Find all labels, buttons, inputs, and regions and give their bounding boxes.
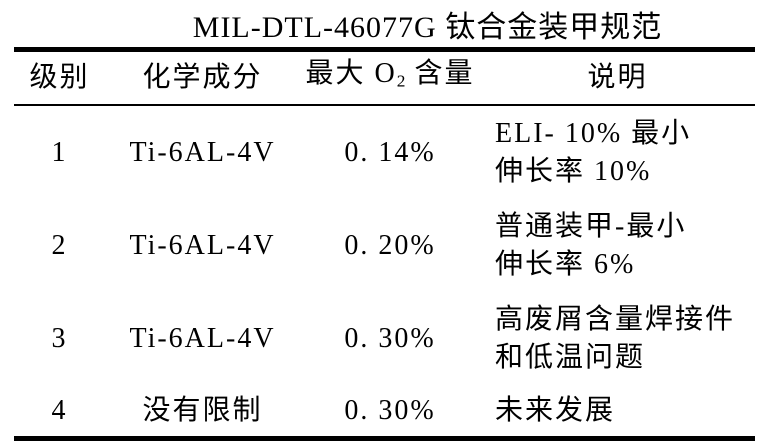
- table-row: 3 Ti-6AL-4V 0. 30% 高废屑含量焊接件 和低温问题: [14, 292, 755, 385]
- table-row: 1 Ti-6AL-4V 0. 14% ELI- 10% 最小 伸长率 10%: [14, 106, 755, 200]
- description-line: 高废屑含量焊接件: [495, 303, 736, 335]
- description-cell: 未来发展: [480, 392, 755, 430]
- header-divider-rule: [14, 104, 755, 106]
- description-line: 和低温问题: [495, 341, 646, 373]
- description-line: 伸长率 6%: [495, 249, 636, 280]
- table-top-rule: [14, 47, 755, 52]
- table-row: 4 没有限制 0. 30% 未来发展: [14, 385, 755, 436]
- description-cell: 高废屑含量焊接件 和低温问题: [480, 301, 755, 377]
- description-line: 普通装甲-最小: [495, 211, 687, 242]
- page-title: MIL-DTL-46077G 钛合金装甲规范: [192, 10, 663, 44]
- table-row: 2 Ti-6AL-4V 0. 20% 普通装甲-最小 伸长率 6%: [14, 200, 755, 292]
- max-o2-cell: 0. 30%: [344, 322, 436, 354]
- description-line: 伸长率 10%: [495, 156, 652, 187]
- spec-table: 级别 化学成分 最大 O2 含量 说明 1 Ti-6AL-4V 0. 14% E…: [14, 47, 755, 441]
- header-max-o2-prefix: 最大 O: [305, 58, 397, 90]
- header-max-o2-subscript: 2: [396, 71, 406, 91]
- max-o2-cell: 0. 14%: [344, 137, 436, 168]
- header-description: 说明: [587, 62, 648, 93]
- description-line: 未来发展: [495, 394, 616, 426]
- header-grade: 级别: [29, 62, 90, 93]
- grade-cell: 3: [51, 322, 68, 354]
- description-line: ELI- 10% 最小: [495, 118, 692, 149]
- max-o2-cell: 0. 20%: [344, 230, 436, 261]
- grade-cell: 4: [51, 394, 68, 426]
- max-o2-cell: 0. 30%: [344, 394, 436, 426]
- grade-cell: 1: [51, 137, 68, 168]
- grade-cell: 2: [51, 230, 68, 261]
- composition-cell: Ti-6AL-4V: [129, 230, 276, 261]
- composition-cell: Ti-6AL-4V: [129, 137, 276, 168]
- table-bottom-rule: [14, 436, 755, 441]
- composition-cell: 没有限制: [142, 394, 263, 426]
- composition-cell: Ti-6AL-4V: [129, 322, 276, 354]
- description-cell: ELI- 10% 最小 伸长率 10%: [480, 115, 755, 191]
- description-cell: 普通装甲-最小 伸长率 6%: [480, 208, 755, 284]
- header-composition: 化学成分: [142, 62, 263, 93]
- header-max-o2: 最大 O2 含量: [300, 55, 480, 100]
- table-header-row: 级别 化学成分 最大 O2 含量 说明: [14, 52, 755, 104]
- header-max-o2-suffix: 含量: [405, 58, 475, 90]
